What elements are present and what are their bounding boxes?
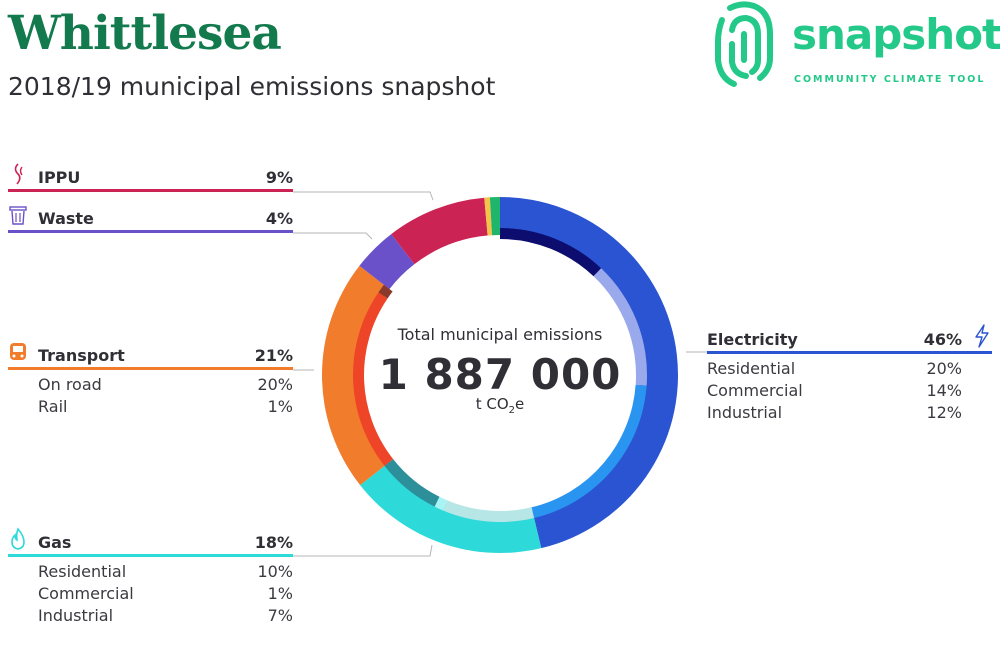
subcategory-row: Residential 20% bbox=[707, 359, 962, 378]
category-percent: 21% bbox=[254, 346, 293, 365]
logo-tagline: COMMUNITY CLIMATE TOOL bbox=[794, 74, 986, 85]
category-percent: 4% bbox=[265, 209, 293, 228]
subcategory-row: Commercial 14% bbox=[707, 381, 962, 400]
inner-slice-gas-industrial bbox=[384, 459, 440, 507]
logo-wordmark: snapshot bbox=[792, 10, 1000, 59]
subcategory-row: Industrial 12% bbox=[707, 403, 962, 422]
page-subtitle: 2018/19 municipal emissions snapshot bbox=[8, 72, 496, 101]
donut-slice-waste bbox=[359, 234, 415, 290]
inner-slice-electricity-commercial bbox=[593, 268, 647, 386]
donut-center-total: Total municipal emissions 1 887 000 t CO… bbox=[370, 325, 630, 416]
inner-slice-electricity-residential bbox=[531, 384, 647, 518]
category-percent: 9% bbox=[265, 168, 293, 187]
smoke-icon bbox=[14, 163, 23, 185]
category-name: Waste bbox=[38, 209, 94, 228]
category-electricity: Electricity 46% Residential 20% Commerci… bbox=[707, 324, 992, 425]
flame-icon bbox=[11, 527, 25, 550]
category-percent: 46% bbox=[923, 330, 962, 349]
subcategory-row: Commercial 1% bbox=[38, 584, 293, 603]
total-label: Total municipal emissions bbox=[397, 325, 603, 344]
donut-slice-ippu bbox=[391, 197, 488, 265]
leader-line-ippu bbox=[293, 191, 434, 201]
fingerprint-logo-icon bbox=[715, 1, 773, 87]
category-gas: Gas 18% Residential 10% Commercial 1% In… bbox=[8, 527, 293, 628]
leader-line-gas bbox=[293, 544, 433, 557]
subcategory-row: Industrial 7% bbox=[38, 606, 293, 625]
category-name: Transport bbox=[38, 346, 125, 365]
donut-slice-minor-6 bbox=[489, 197, 500, 236]
category-name: Electricity bbox=[707, 330, 798, 349]
subcategory-row: On road 20% bbox=[38, 375, 293, 394]
page-title: Whittlesea bbox=[8, 6, 282, 61]
subcategory-row: Rail 1% bbox=[38, 397, 293, 416]
trash-bin-icon bbox=[9, 206, 27, 225]
inner-slice-gas-residential bbox=[442, 500, 535, 522]
category-name: Gas bbox=[38, 533, 72, 552]
donut-slice-electricity bbox=[500, 197, 678, 549]
donut-slice-minor-5 bbox=[484, 197, 493, 236]
inner-slice-transport-rail bbox=[378, 284, 393, 299]
inner-slice-transport-on-road bbox=[352, 292, 394, 466]
category-percent: 18% bbox=[254, 533, 293, 552]
total-unit: t CO2e bbox=[475, 395, 525, 416]
leader-line-waste bbox=[293, 232, 373, 240]
category-transport: Transport 21% On road 20% Rail 1% bbox=[8, 343, 293, 419]
inner-slice-gas-commercial bbox=[434, 496, 448, 511]
category-waste: Waste 4% bbox=[8, 206, 293, 233]
total-value: 1 887 000 bbox=[378, 350, 622, 399]
lightning-bolt-icon bbox=[975, 324, 989, 348]
snapshot-logo: snapshot COMMUNITY CLIMATE TOOL bbox=[712, 0, 1000, 90]
subcategory-row: Residential 10% bbox=[38, 562, 293, 581]
category-name: IPPU bbox=[38, 168, 81, 187]
train-icon bbox=[10, 343, 26, 360]
inner-slice-electricity-industrial bbox=[500, 228, 602, 277]
category-ippu: IPPU 9% bbox=[8, 163, 293, 192]
